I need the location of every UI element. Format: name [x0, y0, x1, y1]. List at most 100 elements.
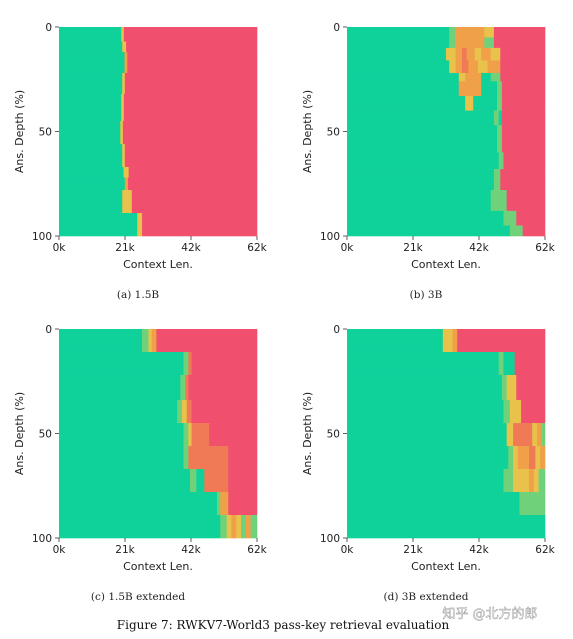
x-tick-label: 21k	[115, 242, 135, 254]
heatmap-cell	[59, 400, 178, 424]
heatmap-cell	[442, 329, 453, 353]
heatmap-cell	[137, 213, 143, 237]
heatmap-cell	[347, 190, 492, 212]
heatmap-cell	[347, 152, 499, 170]
heatmap-cell	[188, 446, 229, 470]
heatmap-cell	[228, 446, 258, 470]
heatmap-cell	[516, 374, 546, 401]
x-tick-label: 0k	[53, 242, 67, 254]
y-tick-label: 50	[327, 127, 340, 139]
heatmap-cell	[347, 225, 511, 237]
heatmap-cell	[177, 400, 183, 424]
heatmap-cell	[484, 27, 495, 38]
y-tick-label: 50	[39, 429, 52, 441]
heatmap-cell	[498, 351, 504, 376]
y-tick-label: 0	[333, 22, 340, 34]
heatmap-cell	[474, 47, 482, 61]
heatmap-cell	[508, 446, 514, 470]
heatmap-cell	[458, 72, 466, 82]
heatmap-cell	[181, 400, 188, 424]
heatmap-cell	[124, 177, 129, 191]
heatmap-cell	[59, 93, 122, 122]
x-tick-label: 21k	[115, 544, 135, 556]
heatmap-cell	[519, 492, 546, 516]
y-axis-label: Ans. Depth (%)	[13, 90, 26, 173]
heatmap-cell	[457, 329, 546, 353]
heatmap-cell	[506, 423, 514, 447]
heatmap-panel-2: 0k 21k 42k 62k 0 50 100 Context Len. Ans. Depth …	[301, 22, 556, 301]
heatmap-cell	[487, 60, 501, 74]
heatmap-cell	[59, 190, 123, 214]
heatmap-cell	[503, 152, 546, 170]
heatmap-cell	[151, 329, 157, 353]
x-tick-label: 62k	[247, 544, 267, 556]
heatmap-cell	[458, 81, 482, 97]
y-tick-label: 0	[333, 324, 340, 336]
x-tick-label: 42k	[181, 242, 201, 254]
heatmap-cell	[121, 93, 125, 122]
heatmap-cell	[250, 515, 258, 539]
y-axis-label: Ans. Depth (%)	[301, 392, 314, 475]
heatmap-cell	[529, 446, 536, 470]
panel-caption: (c) 1.5B extended	[91, 591, 185, 603]
heatmap-cell	[509, 225, 523, 237]
heatmap-cell	[509, 400, 522, 424]
heatmap-cell	[347, 446, 509, 470]
heatmap-cell	[490, 190, 507, 212]
heatmap-cell	[497, 81, 503, 97]
heatmap-cell	[236, 515, 242, 539]
heatmap-panel-1: 0k 21k 42k 62k 0 50 100 Context Len. Ans. Depth …	[13, 22, 268, 301]
heatmap-cell	[481, 72, 492, 82]
heatmap-cell	[503, 469, 514, 493]
heatmap-cell	[465, 95, 474, 111]
y-axis-label: Ans. Depth (%)	[13, 392, 26, 475]
heatmap-cell	[513, 469, 530, 493]
heatmap-cell	[455, 37, 485, 49]
heatmap-cell	[540, 446, 546, 470]
heatmap-cell	[188, 374, 258, 401]
heatmap-cell	[347, 110, 495, 126]
heatmap-cell	[461, 60, 469, 74]
y-tick-label: 100	[320, 533, 340, 545]
heatmap-cell	[347, 469, 504, 493]
heatmap-cell	[59, 144, 123, 168]
heatmap-cell	[503, 210, 517, 226]
heatmap-cell	[148, 329, 152, 353]
heatmap-cell	[521, 400, 546, 424]
heatmap-cell	[347, 95, 466, 111]
heatmap-cell	[537, 423, 543, 447]
x-axis-label: Context Len.	[411, 560, 481, 573]
heatmap-cell	[449, 27, 456, 38]
heatmap-cell	[128, 167, 258, 178]
heatmap-cell	[500, 47, 546, 61]
heatmap-cell	[490, 47, 501, 61]
heatmap-cell	[538, 469, 546, 493]
heatmap-cell	[517, 446, 530, 470]
heatmap-cell	[191, 400, 258, 424]
heatmap-cell	[347, 374, 503, 401]
heatmap-cell	[347, 169, 495, 191]
heatmap-cell	[347, 125, 498, 153]
y-tick-label: 0	[45, 324, 52, 336]
heatmap-cell	[500, 169, 546, 191]
heatmap-cell	[123, 93, 258, 122]
heatmap-cell	[59, 469, 191, 493]
heatmap-cell	[481, 47, 492, 61]
heatmap-cell	[191, 423, 210, 447]
heatmap-cell	[497, 125, 503, 153]
heatmap-cell	[535, 446, 541, 470]
heatmap-cell	[516, 210, 546, 226]
y-tick-label: 0	[45, 22, 52, 34]
heatmap-cell	[513, 423, 533, 447]
heatmap-cell	[142, 329, 149, 353]
heatmap-cell	[347, 423, 507, 447]
heatmap-cell	[228, 492, 258, 516]
figure-caption: Figure 7: RWKV7-World3 pass-key retrieva…	[117, 618, 450, 632]
y-tick-label: 100	[32, 533, 52, 545]
heatmap-cell	[455, 27, 485, 38]
heatmap-cell	[493, 110, 499, 126]
x-tick-label: 62k	[535, 242, 555, 254]
heatmap-cell	[59, 515, 221, 539]
heatmap-cell	[59, 213, 138, 237]
heatmap-cell	[124, 72, 258, 95]
